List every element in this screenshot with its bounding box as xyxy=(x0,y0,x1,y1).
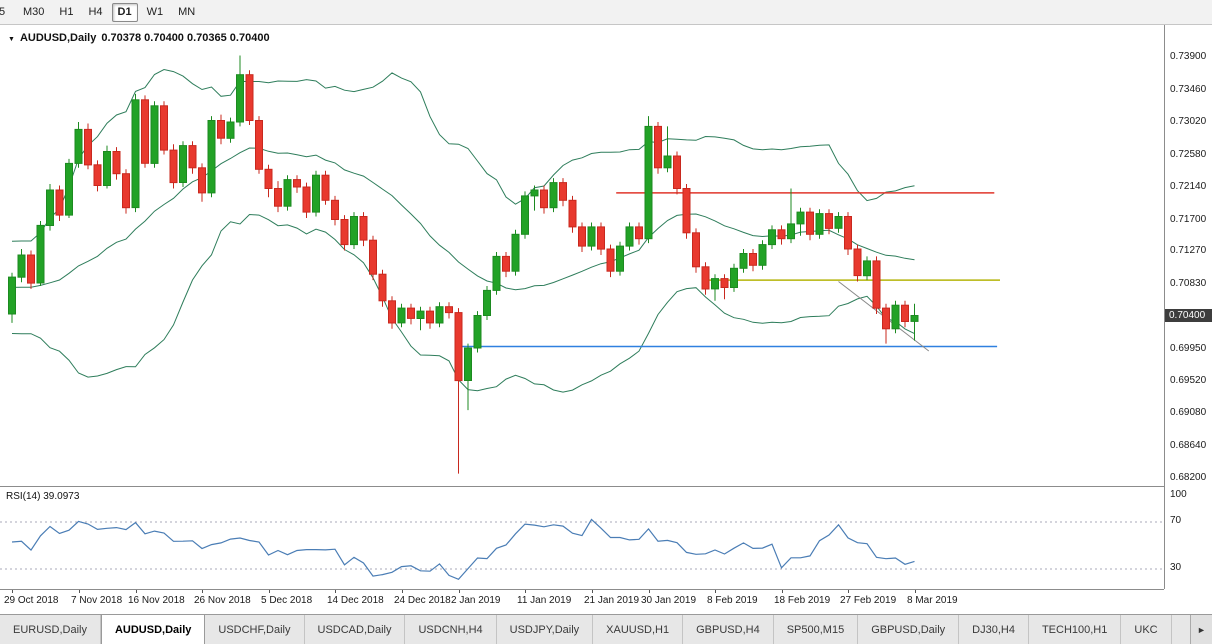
chart-symbol-label: AUDUSD,Daily xyxy=(19,32,97,44)
date-axis-label: 11 Jan 2019 xyxy=(517,595,572,606)
price-scale-label: 0.73020 xyxy=(1170,116,1207,127)
price-scale[interactable]: 0.73900 0.73460 0.73020 0.72580 0.72140 0.717… xyxy=(1164,25,1212,589)
date-axis-tick xyxy=(79,590,80,593)
current-price-badge: 0.70400 xyxy=(1165,309,1212,322)
chart-tab-ukc[interactable]: UKC xyxy=(1121,615,1172,644)
date-axis-tick xyxy=(202,590,203,593)
date-axis-tick xyxy=(136,590,137,593)
date-axis-tick xyxy=(402,590,403,593)
date-axis-tick xyxy=(782,590,783,593)
price-scale-label: 0.68200 xyxy=(1170,472,1207,483)
tabs-scroll-right-button[interactable]: ► xyxy=(1190,615,1212,644)
date-axis-label: 8 Mar 2019 xyxy=(907,595,958,606)
price-scale-label: 0.71700 xyxy=(1170,214,1207,225)
date-axis-label: 7 Nov 2018 xyxy=(71,595,123,606)
date-axis-tick xyxy=(525,590,526,593)
rsi-scale-label: 30 xyxy=(1170,562,1182,573)
main-chart-panel[interactable]: ▼ AUDUSD,Daily 0.70378 0.70400 0.70365 0… xyxy=(0,25,1164,486)
date-axis-tick xyxy=(915,590,916,593)
rsi-panel[interactable]: RSI(14) 39.0973 xyxy=(0,486,1164,589)
date-axis-label: 14 Dec 2018 xyxy=(327,595,384,606)
date-axis-label: 30 Jan 2019 xyxy=(641,595,697,606)
date-axis-tick xyxy=(269,590,270,593)
price-scale-label: 0.69080 xyxy=(1170,407,1207,418)
chart-tab-audusd-daily[interactable]: AUDUSD,Daily xyxy=(100,615,206,644)
date-axis-tick xyxy=(649,590,650,593)
chart-tab-usdcnh-h4[interactable]: USDCNH,H4 xyxy=(405,615,497,644)
date-axis-label: 26 Nov 2018 xyxy=(194,595,251,606)
rsi-indicator-label: RSI(14) 39.0973 xyxy=(6,491,79,502)
price-scale-label: 0.72580 xyxy=(1170,149,1207,160)
date-axis-label: 29 Oct 2018 xyxy=(4,595,59,606)
price-scale-label: 0.73900 xyxy=(1170,51,1207,62)
candlestick-chart[interactable] xyxy=(0,25,1164,486)
timeframe-button-d1[interactable]: D1 xyxy=(111,2,138,22)
price-scale-label: 0.70830 xyxy=(1170,278,1207,289)
collapse-triangle-icon[interactable]: ▼ xyxy=(8,35,15,43)
rsi-scale-label: 100 xyxy=(1170,489,1187,500)
date-axis-tick xyxy=(848,590,849,593)
timeframe-button-5[interactable]: 5 xyxy=(0,6,6,18)
date-axis-tick xyxy=(335,590,336,593)
chart-ohlc-values: 0.70378 0.70400 0.70365 0.70400 xyxy=(101,32,270,44)
date-axis-tick xyxy=(459,590,460,593)
date-axis-label: 21 Jan 2019 xyxy=(584,595,640,606)
timeframe-button-h4[interactable]: H4 xyxy=(88,6,103,18)
timeframe-button-h1[interactable]: H1 xyxy=(59,6,74,18)
rsi-value: 39.0973 xyxy=(43,491,80,502)
chart-tab-usdcad-daily[interactable]: USDCAD,Daily xyxy=(305,615,406,644)
date-axis-tick xyxy=(12,590,13,593)
chart-tab-gbpusd-daily[interactable]: GBPUSD,Daily xyxy=(858,615,960,644)
price-scale-label: 0.73460 xyxy=(1170,84,1207,95)
date-axis-tick xyxy=(715,590,716,593)
price-scale-label: 0.69520 xyxy=(1170,375,1207,386)
date-axis-label: 5 Dec 2018 xyxy=(261,595,313,606)
timeframe-button-w1[interactable]: W1 xyxy=(146,6,164,18)
date-axis-label: 24 Dec 2018 xyxy=(394,595,451,606)
chart-tab-eurusd-daily[interactable]: EURUSD,Daily xyxy=(0,615,101,644)
timeframe-toolbar: 5 M30 H1 H4 D1 W1 MN xyxy=(0,0,1212,25)
timeframe-button-m30[interactable]: M30 xyxy=(23,6,45,18)
chart-title: ▼ AUDUSD,Daily 0.70378 0.70400 0.70365 0… xyxy=(8,32,270,44)
rsi-name: RSI(14) xyxy=(6,491,41,502)
chart-tabs-bar: EURUSD,Daily AUDUSD,Daily USDCHF,Daily USDC… xyxy=(0,614,1212,644)
date-axis-tick xyxy=(592,590,593,593)
price-scale-label: 0.72140 xyxy=(1170,181,1207,192)
date-axis-label: 18 Feb 2019 xyxy=(774,595,831,606)
chart-tab-dj30-h4[interactable]: DJ30,H4 xyxy=(959,615,1029,644)
chart-tab-gbpusd-h4[interactable]: GBPUSD,H4 xyxy=(683,615,774,644)
chart-tab-usdjpy-daily[interactable]: USDJPY,Daily xyxy=(497,615,594,644)
date-axis-label: 8 Feb 2019 xyxy=(707,595,758,606)
date-axis[interactable]: 29 Oct 2018 7 Nov 2018 16 Nov 2018 26 Nov 2… xyxy=(0,589,1164,614)
chart-tab-xauusd-h1[interactable]: XAUUSD,H1 xyxy=(593,615,684,644)
price-scale-label: 0.71270 xyxy=(1170,245,1207,256)
chart-tab-sp500-m15[interactable]: SP500,M15 xyxy=(774,615,859,644)
date-axis-label: 27 Feb 2019 xyxy=(840,595,897,606)
price-scale-label: 0.69950 xyxy=(1170,343,1207,354)
price-scale-label: 0.68640 xyxy=(1170,440,1207,451)
rsi-scale-label: 70 xyxy=(1170,515,1182,526)
date-axis-label: 16 Nov 2018 xyxy=(128,595,185,606)
chart-tab-tech100-h1[interactable]: TECH100,H1 xyxy=(1029,615,1122,644)
rsi-line-chart[interactable] xyxy=(0,487,1164,589)
date-axis-label: 2 Jan 2019 xyxy=(451,595,501,606)
chart-tab-usdchf-daily[interactable]: USDCHF,Daily xyxy=(205,615,305,644)
timeframe-button-mn[interactable]: MN xyxy=(178,6,196,18)
